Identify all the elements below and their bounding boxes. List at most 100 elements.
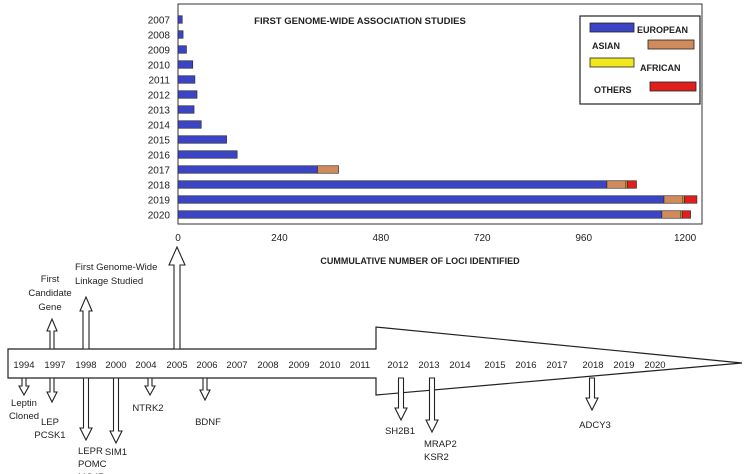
event-label: PCSK1 (34, 430, 65, 441)
legend-label-african: AFRICAN (640, 63, 681, 73)
event-label: Gene (38, 302, 61, 313)
x-tick-label: 480 (372, 233, 389, 244)
bar-european (177, 60, 194, 69)
event-label: KSR2 (424, 452, 449, 463)
legend-swatch-european (589, 22, 635, 33)
event-label: Candidate (28, 288, 71, 299)
timeline: 1994 1997 1998 2000 2004 2005 2006 2007 2008 2009… (7, 245, 743, 474)
bar-european (177, 90, 198, 99)
timeline-year: 2015 (484, 360, 505, 371)
up-arrow (46, 317, 58, 350)
y-tick-label: 2014 (148, 121, 171, 132)
bar-european (177, 195, 665, 204)
event-label: POMC (78, 459, 107, 470)
y-tick-label: 2015 (148, 136, 171, 147)
event-label: SIM1 (105, 447, 127, 458)
event-label: LEP (41, 417, 59, 428)
y-tick-label: 2020 (148, 211, 171, 222)
y-tick-label: 2017 (148, 166, 171, 177)
bar-european (177, 30, 184, 39)
timeline-year: 2004 (135, 360, 156, 371)
timeline-year: 2013 (418, 360, 439, 371)
timeline-year: 2008 (257, 360, 278, 371)
x-tick-label: 240 (271, 233, 288, 244)
y-tick-label: 2016 (148, 151, 171, 162)
down-arrow (144, 377, 156, 397)
event-label: Cloned (9, 411, 39, 422)
y-tick-label: 2010 (148, 61, 171, 72)
bar-asian (661, 210, 682, 219)
timeline-year: 2016 (515, 360, 536, 371)
timeline-year: 2011 (350, 360, 370, 371)
bar-european (177, 105, 195, 114)
bar-european (177, 210, 663, 219)
y-tick-label: 2009 (148, 46, 171, 57)
bar-others (683, 195, 698, 204)
bar-european (177, 45, 187, 54)
bar-others (681, 210, 691, 219)
legend-label-asian: ASIAN (592, 41, 620, 51)
y-tick-label: 2008 (148, 31, 171, 42)
timeline-year: 1998 (75, 360, 96, 371)
legend-label-others: OTHERS (594, 85, 632, 95)
up-arrow (168, 245, 186, 350)
bar-european (177, 135, 227, 144)
event-label: SH2B1 (385, 426, 415, 437)
event-label: Leptin (11, 398, 37, 409)
down-arrow (585, 377, 599, 412)
down-arrow (46, 377, 58, 404)
y-tick-label: 2012 (148, 91, 171, 102)
y-tick-label: 2019 (148, 196, 171, 207)
y-tick-label: 2013 (148, 106, 171, 117)
x-axis-label: CUMMULATIVE NUMBER OF LOCI IDENTIFIED (320, 256, 520, 266)
chart-legend: EUROPEAN ASIAN AFRICAN OTHERS (579, 15, 701, 105)
x-tick-label: 960 (575, 233, 592, 244)
legend-swatch-african (589, 57, 635, 68)
chart-title: FIRST GENOME-WIDE ASSOCIATION STUDIES (254, 16, 466, 27)
event-label: MC4R (78, 472, 105, 474)
timeline-year: 2020 (644, 360, 665, 371)
event-label: NTRK2 (132, 403, 163, 414)
event-label: MRAP2 (424, 439, 457, 450)
bar-european (177, 150, 238, 159)
timeline-year: 2005 (166, 360, 187, 371)
x-tick-label: 0 (175, 233, 181, 244)
legend-label-european: EUROPEAN (637, 25, 688, 35)
timeline-year: 2019 (613, 360, 634, 371)
bar-asian (606, 180, 627, 189)
bar-european (177, 75, 196, 84)
x-tick-label: 720 (474, 233, 491, 244)
event-label: First (41, 274, 60, 285)
down-arrow (79, 377, 93, 442)
timeline-year: 2010 (319, 360, 340, 371)
timeline-year: 2009 (288, 360, 309, 371)
down-arrow (199, 377, 211, 402)
event-label: Linkage Studied (75, 276, 143, 287)
timeline-year: 1997 (44, 360, 65, 371)
timeline-arrow (7, 326, 743, 396)
bar-european (177, 165, 318, 174)
legend-swatch-others (649, 81, 697, 92)
y-tick-label: 2007 (148, 16, 171, 27)
timeline-year: 2012 (387, 360, 408, 371)
timeline-year: 2017 (546, 360, 567, 371)
timeline-year: 1994 (13, 360, 34, 371)
y-tick-label: 2018 (148, 181, 171, 192)
down-arrow (394, 377, 408, 422)
timeline-year: 2018 (582, 360, 603, 371)
timeline-year: 2000 (105, 360, 126, 371)
bar-others (626, 180, 637, 189)
up-arrow (79, 295, 93, 350)
bar-european (177, 15, 183, 24)
event-label: First Genome-Wide (75, 262, 157, 273)
timeline-year: 2007 (226, 360, 247, 371)
event-label: LEPR (78, 446, 103, 457)
bar-european (177, 180, 608, 189)
bar-european (177, 120, 202, 129)
bar-asian (317, 165, 339, 174)
event-label: BDNF (195, 417, 221, 428)
bar-asian (663, 195, 684, 204)
y-tick-label: 2011 (148, 76, 170, 87)
